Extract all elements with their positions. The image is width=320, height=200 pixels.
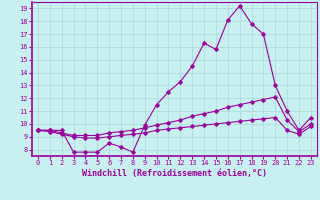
X-axis label: Windchill (Refroidissement éolien,°C): Windchill (Refroidissement éolien,°C) bbox=[82, 169, 267, 178]
